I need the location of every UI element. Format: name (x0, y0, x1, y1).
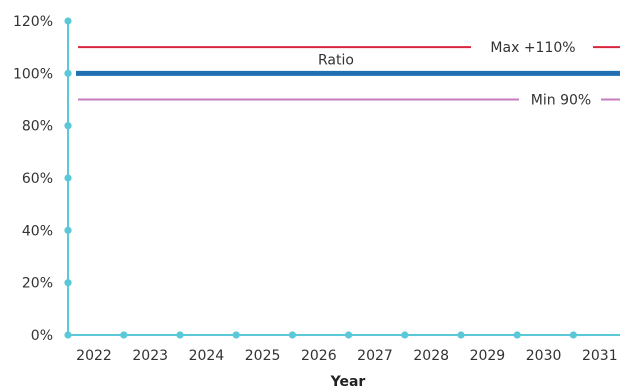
x-axis-marker (120, 331, 128, 339)
series-label-1: Max +110% (490, 40, 575, 56)
x-tick-label: 2022 (76, 348, 112, 364)
x-tick-label: 2027 (357, 348, 393, 364)
x-tick-label: 2025 (245, 348, 281, 364)
x-axis-marker (176, 331, 184, 339)
x-tick-label: 2029 (470, 348, 506, 364)
series-label-gap (519, 89, 601, 110)
x-tick-label: 2024 (189, 348, 225, 364)
x-tick-label: 2026 (301, 348, 337, 364)
x-tick-label: 2023 (132, 348, 168, 364)
y-tick-label: 80% (22, 119, 53, 135)
y-tick-label: 100% (13, 66, 53, 82)
x-axis-marker (513, 331, 521, 339)
y-axis-marker (64, 331, 72, 339)
series-labels: Ratio Max +110% Min 90% (318, 37, 601, 110)
x-tick-label: 2028 (413, 348, 449, 364)
y-tick-label: 20% (22, 276, 53, 292)
x-axis-marker (569, 331, 578, 339)
marker-layer (64, 17, 578, 339)
series-label-0: Ratio (318, 52, 354, 68)
x-axis-marker (457, 331, 465, 339)
x-tick-label: 2030 (526, 348, 562, 364)
series-label-gap (471, 37, 593, 58)
y-axis-marker (64, 279, 72, 287)
y-axis-marker (64, 17, 72, 25)
y-axis-marker (64, 69, 72, 77)
y-tick-label: 120% (13, 14, 53, 30)
y-tick-label: 60% (22, 171, 53, 187)
y-axis-marker (64, 226, 72, 234)
series-label-2: Min 90% (531, 93, 591, 109)
x-axis-marker (232, 331, 240, 339)
y-tick-labels: 0% 20% 40% 60% 80% 100% 120% (13, 14, 53, 344)
y-axis-marker (64, 174, 72, 182)
x-axis-marker (288, 331, 296, 339)
x-tick-label: 2031 (582, 348, 618, 364)
y-tick-label: 0% (31, 328, 53, 344)
y-axis-marker (64, 122, 72, 130)
x-axis-title: Year (330, 374, 366, 387)
x-tick-labels: 2022 2023 2024 2025 2026 2027 2028 2029 2030 2031 (76, 348, 617, 364)
x-axis-marker (401, 331, 409, 339)
x-axis-marker (345, 331, 353, 339)
y-tick-label: 40% (22, 223, 53, 239)
